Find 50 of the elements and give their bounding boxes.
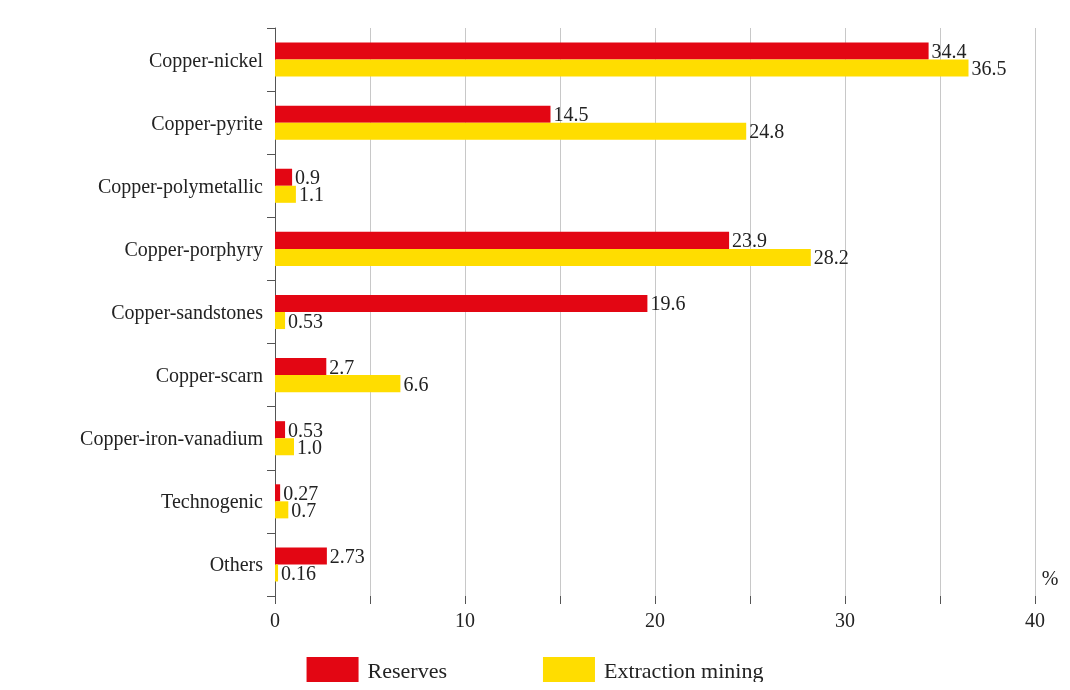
- data-label: 1.1: [298, 183, 324, 206]
- y-tick-label: Copper-scarn: [155, 364, 263, 388]
- data-label: 2.73: [329, 544, 365, 567]
- bar: [275, 42, 929, 60]
- data-label: 6.6: [403, 372, 429, 395]
- bar: [275, 122, 747, 140]
- bar: [275, 59, 969, 77]
- data-label: 0.27: [283, 481, 319, 504]
- bar: [275, 484, 281, 502]
- y-tick-label: Technogenic: [161, 490, 264, 514]
- bar: [275, 547, 327, 565]
- bar: [275, 105, 551, 123]
- x-tick-label: 40: [1025, 609, 1045, 631]
- legend-label: Extraction mining: [603, 657, 764, 683]
- data-label: 34.4: [931, 40, 967, 63]
- bar: [275, 248, 811, 266]
- x-axis-title: %: [1041, 567, 1059, 589]
- data-label: 0.53: [288, 418, 324, 441]
- bar: [275, 438, 294, 456]
- data-label: 24.8: [749, 120, 785, 143]
- legend-label: Reserves: [367, 657, 447, 683]
- bar: [275, 375, 401, 393]
- x-tick-label: 0: [270, 609, 280, 631]
- data-label: 2.7: [329, 355, 355, 378]
- x-tick-label: 10: [455, 609, 475, 631]
- data-label: 19.6: [650, 292, 686, 315]
- data-label: 0.53: [288, 309, 324, 332]
- bar: [275, 294, 648, 312]
- y-tick-label: Copper-iron-vanadium: [80, 427, 264, 451]
- y-tick-label: Copper-pyrite: [151, 111, 264, 135]
- bar: [275, 421, 286, 439]
- data-label: 14.5: [553, 103, 589, 126]
- data-label: 23.9: [732, 229, 768, 252]
- y-tick-label: Copper-porphyry: [124, 237, 263, 261]
- data-label: 0.16: [281, 561, 317, 584]
- bar: [275, 185, 296, 203]
- x-tick-label: 30: [835, 609, 855, 631]
- bar: [275, 231, 730, 249]
- bar: [275, 501, 289, 519]
- data-label: 36.5: [971, 57, 1007, 80]
- bar: [275, 358, 327, 376]
- y-tick-label: Others: [209, 553, 264, 576]
- data-label: 28.2: [813, 246, 849, 269]
- y-tick-label: Copper-polymetallic: [97, 174, 264, 198]
- bar: [275, 564, 279, 582]
- bar: [275, 168, 293, 186]
- x-tick-label: 20: [645, 609, 665, 631]
- y-tick-label: Copper-sandstones: [111, 301, 264, 324]
- y-tick-label: Copper-nickel: [148, 48, 264, 72]
- bar: [275, 312, 286, 330]
